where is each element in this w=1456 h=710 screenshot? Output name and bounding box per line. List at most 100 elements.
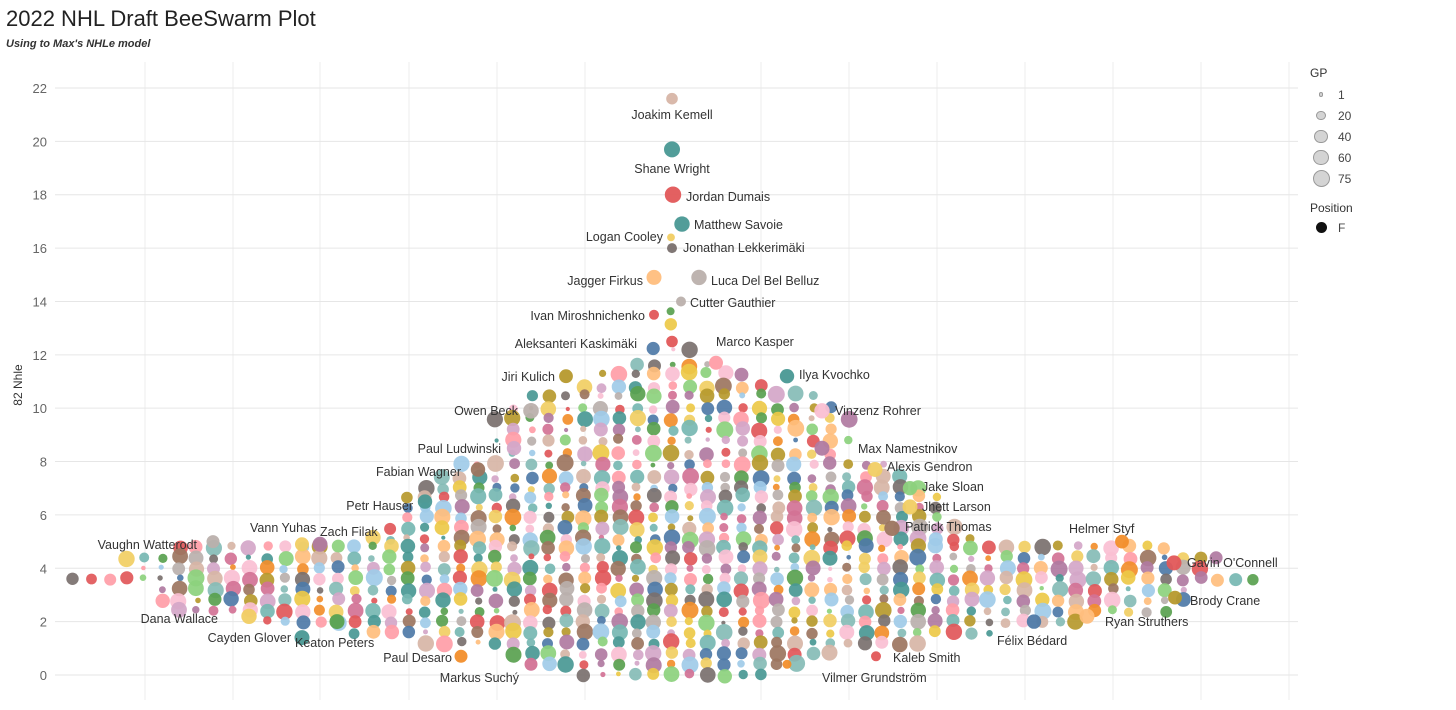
player-point[interactable] xyxy=(630,386,646,402)
player-point[interactable] xyxy=(667,436,676,445)
player-point[interactable] xyxy=(420,617,431,629)
player-point-labeled[interactable] xyxy=(814,403,830,419)
player-point[interactable] xyxy=(858,538,874,554)
player-point[interactable] xyxy=(316,587,324,594)
player-point[interactable] xyxy=(542,604,552,615)
player-point[interactable] xyxy=(752,591,770,609)
player-point[interactable] xyxy=(405,608,413,616)
player-point[interactable] xyxy=(598,437,608,446)
player-point[interactable] xyxy=(859,510,871,523)
player-point[interactable] xyxy=(280,616,290,626)
player-point[interactable] xyxy=(348,615,362,629)
player-point[interactable] xyxy=(716,646,732,661)
player-point[interactable] xyxy=(419,534,430,544)
player-point[interactable] xyxy=(593,410,610,428)
player-point[interactable] xyxy=(823,456,837,470)
player-point[interactable] xyxy=(612,423,626,436)
player-point[interactable] xyxy=(560,482,571,493)
player-point-labeled[interactable] xyxy=(867,462,883,477)
player-point[interactable] xyxy=(1003,595,1012,605)
player-point[interactable] xyxy=(844,435,853,445)
player-point[interactable] xyxy=(823,509,840,526)
player-point[interactable] xyxy=(772,603,785,617)
player-point[interactable] xyxy=(1073,541,1083,550)
player-point[interactable] xyxy=(453,455,470,472)
player-point[interactable] xyxy=(738,542,748,552)
player-point[interactable] xyxy=(475,639,481,645)
player-point[interactable] xyxy=(634,660,640,666)
player-point[interactable] xyxy=(774,544,780,551)
player-point[interactable] xyxy=(964,591,980,607)
player-point[interactable] xyxy=(878,524,887,532)
player-point[interactable] xyxy=(807,574,816,582)
player-point[interactable] xyxy=(279,572,290,583)
player-point[interactable] xyxy=(543,511,555,523)
player-point[interactable] xyxy=(680,363,698,381)
player-point[interactable] xyxy=(631,482,641,492)
player-point-labeled[interactable] xyxy=(902,499,918,515)
player-point[interactable] xyxy=(224,552,237,565)
player-point[interactable] xyxy=(842,509,857,524)
player-point[interactable] xyxy=(738,403,748,413)
player-point[interactable] xyxy=(1033,561,1048,575)
player-point[interactable] xyxy=(949,564,959,574)
player-point[interactable] xyxy=(297,563,309,575)
player-point[interactable] xyxy=(786,569,804,586)
player-point[interactable] xyxy=(1017,552,1031,565)
player-point[interactable] xyxy=(1090,563,1098,572)
player-point[interactable] xyxy=(770,521,784,535)
player-point[interactable] xyxy=(985,555,992,562)
player-point[interactable] xyxy=(633,493,641,501)
player-point[interactable] xyxy=(687,515,694,522)
player-point[interactable] xyxy=(684,501,694,511)
player-point[interactable] xyxy=(188,580,204,597)
player-point[interactable] xyxy=(1160,573,1172,586)
player-point[interactable] xyxy=(525,458,538,471)
player-point[interactable] xyxy=(772,489,784,501)
player-point[interactable] xyxy=(631,574,640,582)
player-point[interactable] xyxy=(526,638,536,647)
player-point-labeled[interactable] xyxy=(664,141,680,158)
player-point[interactable] xyxy=(418,606,431,619)
player-point[interactable] xyxy=(738,448,748,458)
player-point-labeled[interactable] xyxy=(417,494,433,509)
player-point[interactable] xyxy=(543,574,553,584)
player-point[interactable] xyxy=(578,651,587,659)
player-point[interactable] xyxy=(260,581,275,596)
player-point[interactable] xyxy=(789,402,799,413)
player-point[interactable] xyxy=(559,592,574,607)
player-point[interactable] xyxy=(348,570,364,585)
player-point[interactable] xyxy=(735,531,752,547)
player-point[interactable] xyxy=(561,503,570,512)
player-point[interactable] xyxy=(632,449,640,456)
player-point[interactable] xyxy=(1090,542,1098,551)
player-point[interactable] xyxy=(610,583,627,599)
player-point[interactable] xyxy=(909,635,926,652)
player-point[interactable] xyxy=(929,501,942,515)
player-point[interactable] xyxy=(545,461,554,470)
player-point[interactable] xyxy=(294,590,311,608)
player-point[interactable] xyxy=(737,503,746,512)
player-point[interactable] xyxy=(595,456,611,472)
player-point[interactable] xyxy=(543,483,555,495)
player-point[interactable] xyxy=(968,555,975,563)
player-point[interactable] xyxy=(733,583,749,599)
player-point[interactable] xyxy=(329,581,344,596)
player-point[interactable] xyxy=(752,549,768,565)
player-point[interactable] xyxy=(681,601,699,619)
player-point[interactable] xyxy=(420,543,430,553)
player-point[interactable] xyxy=(594,648,608,661)
player-point[interactable] xyxy=(787,635,803,652)
player-point[interactable] xyxy=(700,667,716,683)
player-point[interactable] xyxy=(86,573,97,585)
player-point[interactable] xyxy=(435,592,451,608)
player-point[interactable] xyxy=(630,357,644,372)
player-point[interactable] xyxy=(1052,606,1064,618)
player-point[interactable] xyxy=(774,566,780,573)
player-point[interactable] xyxy=(561,627,571,637)
player-point[interactable] xyxy=(557,656,574,673)
player-point[interactable] xyxy=(188,550,204,566)
player-point[interactable] xyxy=(526,390,539,402)
player-point[interactable] xyxy=(668,381,678,390)
player-point[interactable] xyxy=(650,462,656,468)
